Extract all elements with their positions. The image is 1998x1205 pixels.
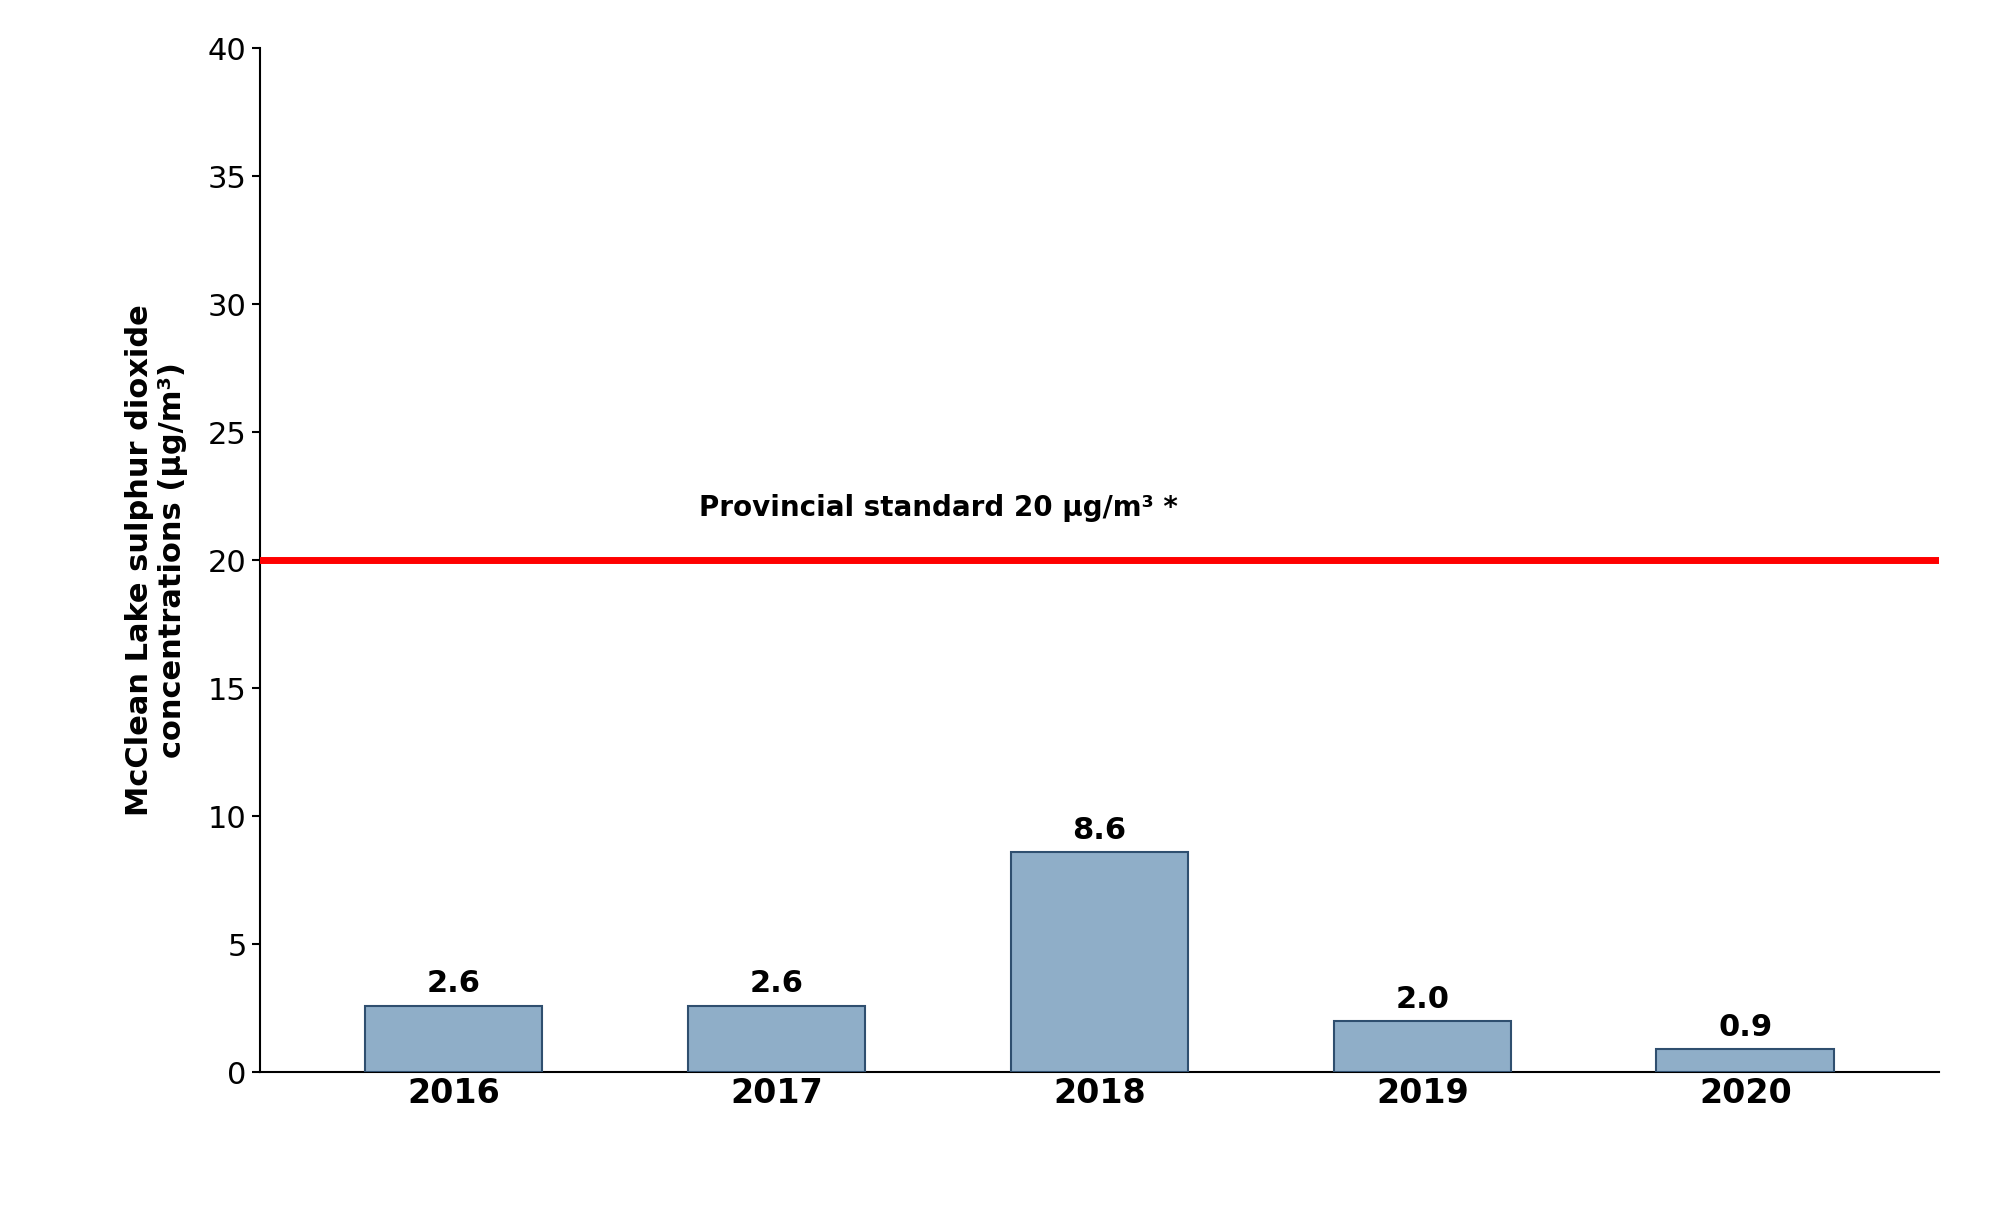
Text: 8.6: 8.6 bbox=[1071, 816, 1127, 845]
Text: 2.0: 2.0 bbox=[1395, 984, 1449, 1013]
Y-axis label: McClean Lake sulphur dioxide
concentrations (μg/m³): McClean Lake sulphur dioxide concentrati… bbox=[124, 305, 188, 816]
Bar bbox=[1656, 1050, 1834, 1072]
Text: Provincial standard 20 μg/m³ *: Provincial standard 20 μg/m³ * bbox=[697, 494, 1177, 522]
Bar bbox=[1333, 1022, 1510, 1072]
Text: 2.6: 2.6 bbox=[749, 969, 803, 998]
Bar bbox=[687, 1006, 865, 1072]
Bar bbox=[1011, 852, 1187, 1072]
Text: 2.6: 2.6 bbox=[426, 969, 480, 998]
Text: 0.9: 0.9 bbox=[1718, 1012, 1772, 1041]
Bar bbox=[366, 1006, 541, 1072]
